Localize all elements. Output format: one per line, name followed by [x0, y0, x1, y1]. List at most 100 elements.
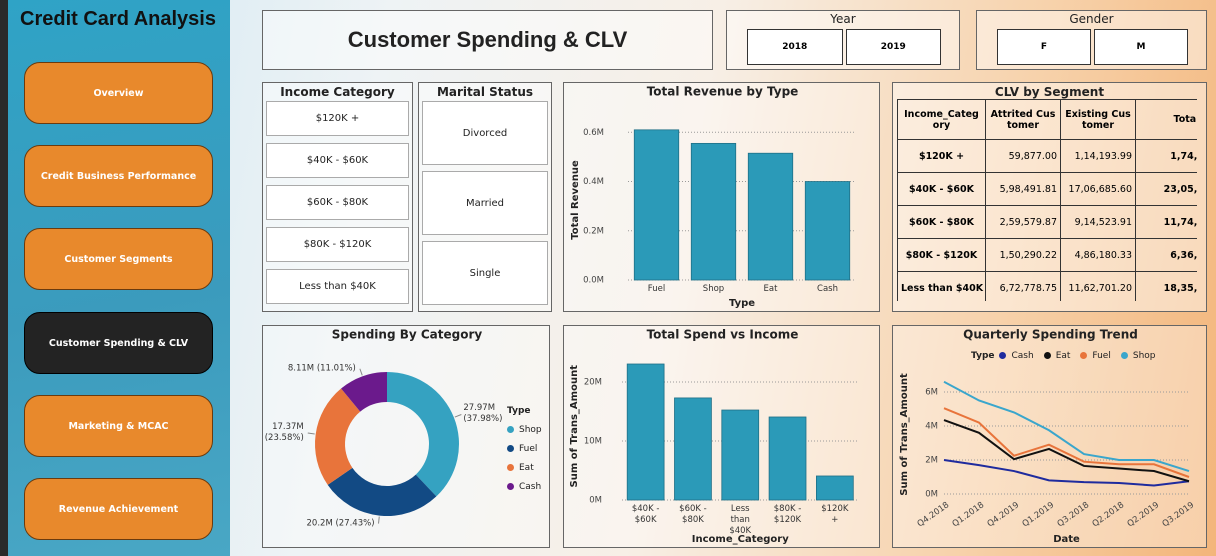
- legend: Type Cash Eat Fuel Shop: [971, 351, 1166, 361]
- x-tick-label: Cash: [817, 284, 838, 294]
- bar: [804, 181, 851, 281]
- clv-table: Income_Category Attrited Customer Existing…: [897, 99, 1197, 301]
- y-tick-label: 4M: [925, 422, 938, 432]
- table-row: $120K +59,877.001,14,193.991,74,070.99: [897, 139, 1197, 173]
- bar: [747, 152, 794, 281]
- leader-line: [359, 368, 363, 376]
- filter-option[interactable]: F: [997, 29, 1091, 65]
- x-axis-label: Income_Category: [692, 534, 789, 545]
- bar: [690, 142, 737, 281]
- bar: [721, 409, 760, 501]
- table-cell: 1,74,070.99: [1135, 139, 1197, 173]
- slicer-option[interactable]: $120K +: [266, 101, 409, 136]
- y-axis-label: Sum of Trans_Amount: [569, 365, 580, 488]
- slicer-option[interactable]: $40K - $60K: [266, 143, 409, 178]
- page-title: Customer Spending & CLV: [347, 27, 628, 52]
- x-tick-label: Q1.2019: [1021, 500, 1057, 529]
- filter-option[interactable]: M: [1094, 29, 1188, 65]
- x-axis-label: Date: [1053, 534, 1080, 545]
- table-cell: 11,62,701.20: [1060, 271, 1136, 301]
- marital-slicer: Marital Status Divorced Married Single: [418, 82, 552, 312]
- chart-panel: Quarterly Spending Trend 0M 2M 4M 6M Q4.2018 Q…: [892, 325, 1207, 548]
- bar: [633, 129, 680, 281]
- nav-button[interactable]: Customer Segments: [24, 228, 213, 290]
- nav-button[interactable]: Marketing & MCAC: [24, 395, 213, 457]
- bar: [626, 363, 665, 501]
- nav-button[interactable]: Customer Spending & CLV: [24, 312, 213, 374]
- x-tick-label: Q2.2019: [1126, 500, 1162, 529]
- table-row: Less than $40K 6,72,778.75 11,62,701.20 18,…: [897, 271, 1197, 301]
- legend-item: Eat: [507, 459, 547, 478]
- x-tick-label: Q3.2019: [1161, 500, 1197, 529]
- legend-item: Shop: [507, 421, 547, 440]
- sidebar: Credit Card Analysis Overview Credit Bus…: [0, 0, 230, 556]
- legend-swatch: [999, 352, 1007, 359]
- chart-title: Quarterly Spending Trend: [963, 328, 1138, 342]
- x-tick-label: $120K +: [821, 504, 849, 525]
- header-row: Income_Category Attrited Customer Existing…: [897, 99, 1197, 140]
- line-series: [943, 459, 1190, 487]
- chart-title: Total Spend vs Income: [647, 328, 799, 342]
- donut-slice: [315, 388, 361, 485]
- legend-title: Type: [971, 351, 995, 361]
- legend-swatch: [1080, 352, 1088, 359]
- bar: [674, 397, 712, 501]
- table-cell: 23,05,177.41: [1135, 172, 1197, 206]
- table-cell: 1,50,290.22: [985, 238, 1061, 272]
- slicer-option[interactable]: Less than $40K: [266, 269, 409, 304]
- slicer-title: Income Category: [280, 85, 395, 99]
- legend-swatch: [507, 426, 514, 433]
- y-tick-label: 0.2M: [583, 226, 604, 236]
- table-cell: 6,72,778.75: [985, 271, 1061, 301]
- header: Customer Spending & CLV: [262, 10, 713, 70]
- table-cell: 11,74,103.78: [1135, 205, 1197, 239]
- x-tick-label: Q1.2018: [951, 500, 987, 529]
- filter-option[interactable]: 2019: [845, 29, 941, 65]
- legend-item: Fuel: [1080, 351, 1115, 361]
- nav-button[interactable]: Revenue Achievement: [24, 478, 213, 540]
- slicer-option[interactable]: $80K - $120K: [266, 227, 409, 262]
- table-cell: $80K - $120K: [897, 238, 986, 272]
- x-tick-label: Q3.2018: [1056, 500, 1092, 529]
- legend-label: Cash: [519, 482, 542, 492]
- column-header: Total: [1135, 99, 1197, 140]
- chart: Total Spend vs Income 0M 10M 20M Income_Cate…: [569, 328, 859, 545]
- filter-option[interactable]: 2018: [747, 29, 843, 65]
- chart-title: Total Revenue by Type: [647, 85, 799, 99]
- table-title: CLV by Segment: [994, 85, 1105, 99]
- leader-line: [307, 432, 315, 435]
- y-tick-label: 0.6M: [583, 128, 604, 138]
- legend-label: Fuel: [519, 444, 538, 454]
- legend-item: Shop: [1120, 351, 1161, 361]
- slicer-option[interactable]: Single: [422, 241, 548, 305]
- nav-button[interactable]: Credit Business Performance: [24, 145, 213, 207]
- legend-label: Fuel: [1092, 351, 1111, 361]
- x-tick-label: Q4.2019: [986, 500, 1022, 529]
- x-tick-label: Shop: [702, 284, 725, 294]
- table-cell: 2,59,579.87: [985, 205, 1061, 239]
- slicer-option[interactable]: Married: [422, 171, 548, 235]
- slicer-option[interactable]: Divorced: [422, 101, 548, 165]
- legend-label: Eat: [1055, 351, 1071, 361]
- table-cell: 9,14,523.91: [1060, 205, 1136, 239]
- bar: [768, 416, 807, 501]
- nav-button[interactable]: Overview: [24, 62, 213, 124]
- line-series: [943, 407, 1190, 478]
- filter-title: Year: [830, 12, 856, 26]
- legend-label: Shop: [1132, 351, 1156, 361]
- chart-panel: Total Revenue by Type 0.0M 0.2M 0.4M 0.6M Typ…: [563, 82, 880, 312]
- legend-label: Cash: [1011, 351, 1034, 361]
- slicer-option[interactable]: $60K - $80K: [266, 185, 409, 220]
- x-tick-label: Eat: [763, 284, 778, 294]
- table-cell: 4,86,180.33: [1060, 238, 1136, 272]
- income-slicer: Income Category $120K + $40K - $60K $60K -…: [262, 82, 413, 312]
- y-tick-label: 6M: [925, 388, 938, 398]
- y-tick-label: 0M: [589, 496, 602, 506]
- table-cell: Less than $40K: [897, 271, 986, 301]
- sidebar-title: Credit Card Analysis: [20, 8, 216, 30]
- table-cell: 18,35,479.95: [1135, 271, 1197, 301]
- x-tick-label: Fuel: [647, 284, 666, 294]
